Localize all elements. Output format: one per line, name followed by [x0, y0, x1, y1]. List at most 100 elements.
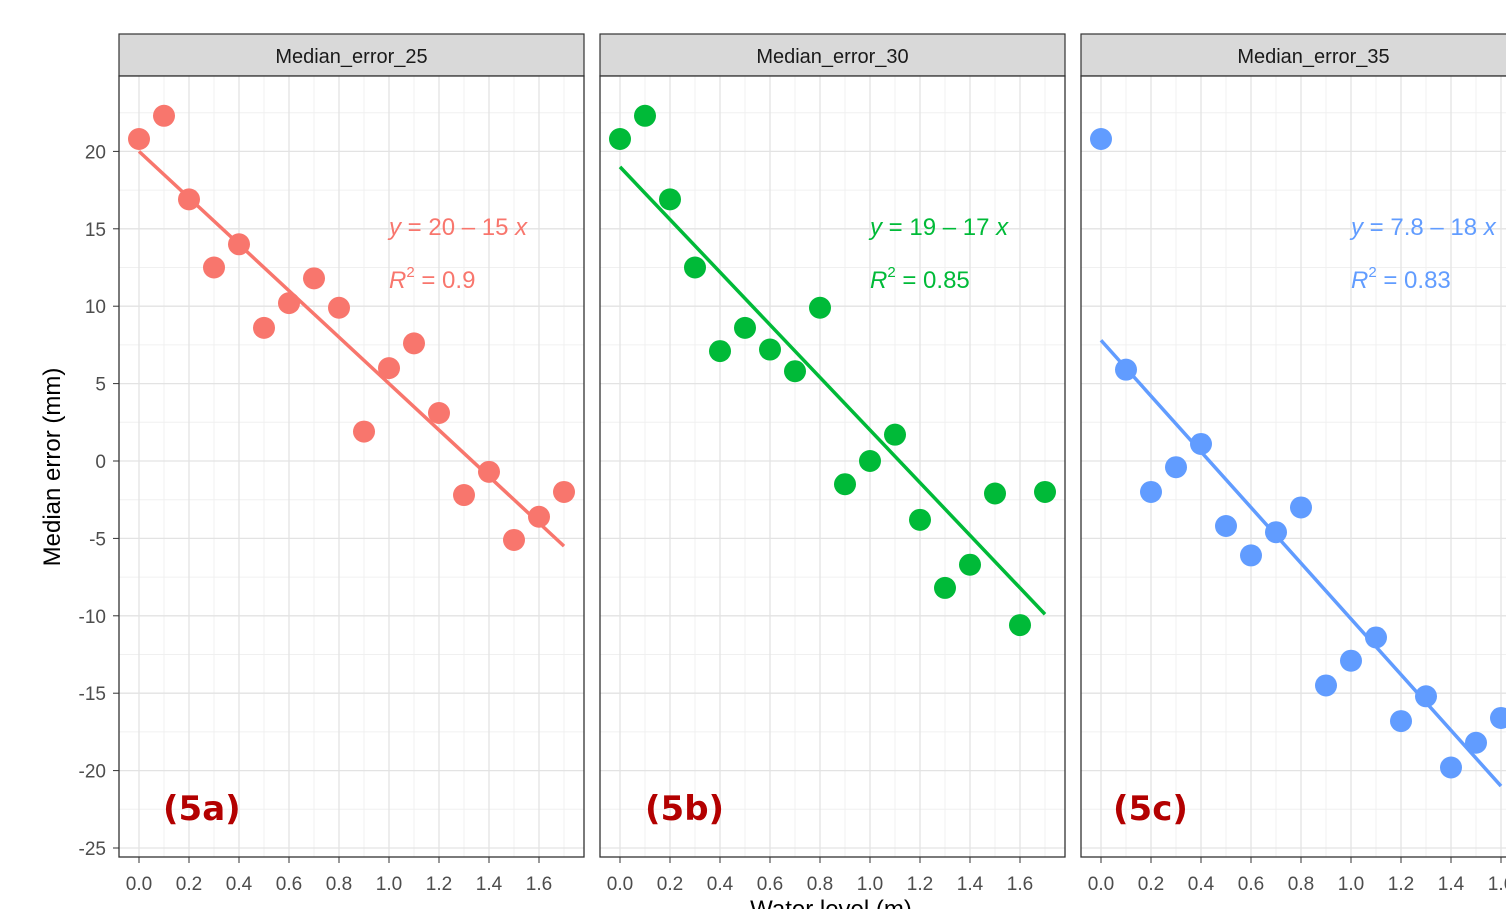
data-layer [609, 104, 1056, 637]
data-point [684, 256, 706, 279]
strip-label: Median_error_30 [756, 46, 908, 68]
plot-background [1081, 76, 1506, 857]
data-point [1390, 710, 1412, 733]
data-point [1215, 515, 1237, 538]
data-point [1415, 685, 1437, 708]
data-point [328, 296, 350, 319]
facet-panel-1: Median_error_25y = 20 – 15 x R2 = 0.9 (5a)… [118, 33, 585, 895]
r-squared-equals: = [1377, 267, 1404, 294]
data-point [1115, 358, 1137, 381]
x-tick-label: 1.4 [957, 874, 984, 895]
y-tick-label: -10 [79, 607, 106, 628]
data-point [1009, 614, 1031, 637]
equation-equals: = [401, 214, 428, 241]
equation-equals: = [1363, 214, 1390, 241]
equation-var: x [995, 214, 1009, 241]
x-tick-label: 0.0 [607, 874, 633, 895]
data-point [1034, 480, 1056, 503]
data-point [1140, 480, 1162, 503]
grid-lines [1081, 76, 1506, 857]
r-squared-exponent: 2 [1368, 264, 1376, 281]
y-tick-label: 20 [85, 142, 106, 163]
data-point [228, 233, 250, 256]
x-axis-title: Water level (m) [750, 896, 912, 909]
data-point [809, 296, 831, 319]
x-tick-label: 0.8 [326, 874, 352, 895]
x-tick-label: 1.4 [476, 874, 503, 895]
data-point [253, 316, 275, 339]
data-point [203, 256, 225, 279]
y-tick-label: -5 [89, 529, 106, 550]
r-squared-exponent: 2 [887, 264, 895, 281]
panel-tag: (5a) [163, 789, 241, 829]
x-tick-label: 0.2 [1138, 874, 1164, 895]
data-point [934, 576, 956, 599]
x-tick-label: 1.2 [907, 874, 933, 895]
facet-panels: Median_error_25y = 20 – 15 xR2 = 0.9(5a)… [118, 33, 1506, 895]
r-squared-exponent: 2 [406, 264, 414, 281]
data-point [403, 332, 425, 355]
data-point [759, 338, 781, 361]
equation-slope: 15 [482, 214, 509, 241]
r-squared-equals: = [896, 267, 923, 294]
equation-lhs: y [868, 214, 884, 241]
data-point [553, 480, 575, 503]
equation-slope: 17 [963, 214, 990, 241]
r-squared: R2 = 0.85 [870, 264, 970, 294]
data-point [884, 423, 906, 446]
equation-minus: – [936, 214, 963, 241]
data-point [1165, 456, 1187, 479]
equation-minus: – [1424, 214, 1451, 241]
regression-equation: y = 20 – 15 x [387, 214, 528, 241]
x-tick-label: 1.0 [376, 874, 402, 895]
y-tick-label: 10 [85, 297, 106, 318]
data-point [1490, 706, 1506, 729]
x-tick-label: 0.4 [226, 874, 253, 895]
equation-intercept: 20 [428, 214, 455, 241]
data-point [528, 505, 550, 528]
data-point [709, 340, 731, 363]
data-point [634, 104, 656, 127]
data-point [178, 188, 200, 211]
data-point [1340, 649, 1362, 672]
equation-lhs: y [387, 214, 403, 241]
panel-border [118, 75, 585, 858]
data-point [1290, 496, 1312, 519]
y-axis: 20 15 10 5 0 -5 -10 -15 -20 -25 [79, 142, 119, 860]
strip-background [118, 33, 585, 77]
x-tick-label: 0.6 [276, 874, 302, 895]
facet-panel-3: Median_error_35y = 7.8 – 18 x R2 = 0.83 (5… [1080, 33, 1506, 895]
equation-slope: 18 [1450, 214, 1477, 241]
x-tick-label: 0.2 [657, 874, 683, 895]
data-point [378, 357, 400, 380]
x-tick-label: 0.8 [1288, 874, 1314, 895]
data-point [859, 450, 881, 472]
equation-var: x [1483, 214, 1497, 241]
data-point [909, 508, 931, 531]
data-point [609, 128, 631, 151]
x-tick-label: 1.6 [1007, 874, 1033, 895]
r-squared: R2 = 0.83 [1351, 264, 1451, 294]
data-point [659, 188, 681, 211]
y-tick-label: -20 [79, 762, 106, 783]
y-tick-label: 0 [95, 452, 106, 473]
x-tick-label: 0.8 [807, 874, 833, 895]
x-tick-label: 1.6 [526, 874, 552, 895]
r-squared-value: 0.85 [923, 267, 970, 294]
data-point [1365, 626, 1387, 649]
data-point [478, 460, 500, 483]
strip-background [599, 33, 1066, 77]
equation-equals: = [882, 214, 909, 241]
strip-label: Median_error_35 [1237, 46, 1389, 68]
panel-tag: (5c) [1113, 789, 1188, 829]
strip-background [1080, 33, 1506, 77]
panel-border [1080, 75, 1506, 858]
equation-space [1477, 214, 1484, 241]
data-point [278, 292, 300, 315]
facet-panel-2: Median_error_30y = 19 – 17 x R2 = 0.85 (5b… [599, 33, 1066, 895]
r-squared-symbol: R [870, 267, 887, 294]
data-layer [128, 104, 575, 551]
data-point [503, 528, 525, 551]
y-tick-label: -25 [79, 839, 106, 860]
